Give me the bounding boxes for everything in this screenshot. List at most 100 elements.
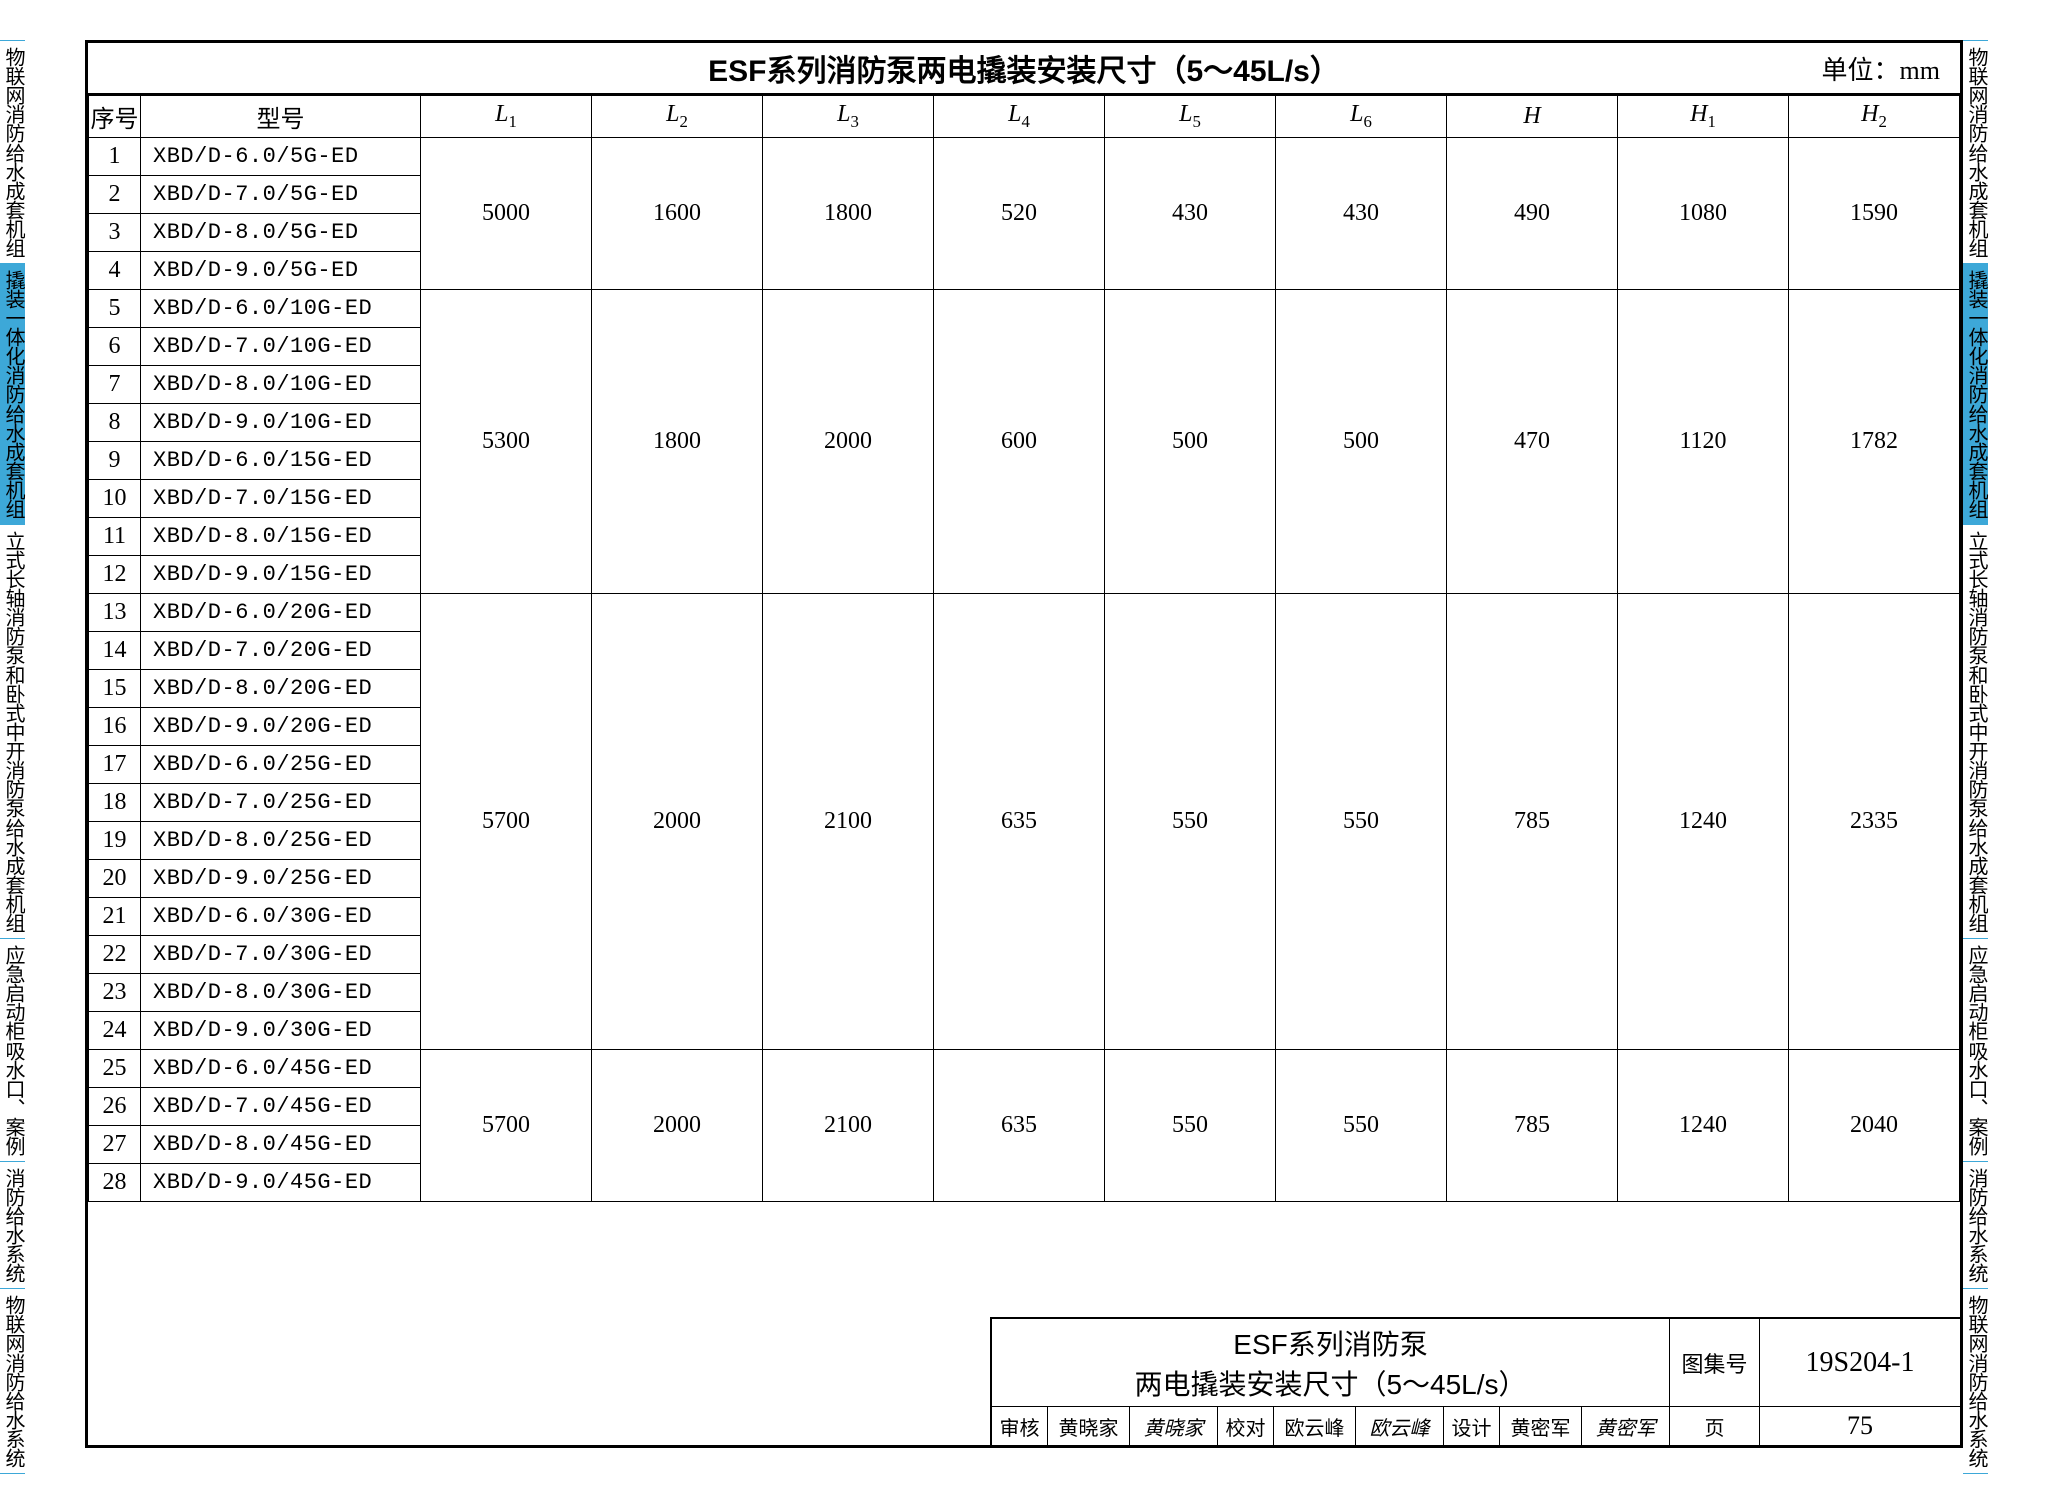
col-L4: L4 [934,96,1105,138]
section-tab[interactable]: 物联网消防给水成套机组 [1963,40,1988,263]
dimension-table: 序号 型号 L1 L2 L3 L4 L5 L6 H H1 H2 1 XBD/D-6… [88,95,1960,1202]
cell-value: 1800 [763,138,934,290]
cell-model: XBD/D-9.0/30G-ED [141,1012,421,1050]
cell-model: XBD/D-7.0/15G-ED [141,480,421,518]
cell-idx: 21 [89,898,141,936]
cell-value: 430 [1276,138,1447,290]
cell-idx: 15 [89,670,141,708]
table-row: 5XBD/D-6.0/10G-ED53001800200060050050047… [89,290,1960,328]
right-tab-strip: 物联网消防给水成套机组撬装一体化消防给水成套机组立式长轴消防泵和卧式中开消防泵给… [1963,40,2048,1474]
code-value: 19S204-1 [1760,1319,1960,1406]
title-block: ESF系列消防泵 两电撬装安装尺寸（5～45L/s） 图集号 19S204-1 … [990,1317,1960,1445]
cell-idx: 18 [89,784,141,822]
cell-idx: 4 [89,252,141,290]
cell-value: 550 [1276,594,1447,1050]
cell-value: 2040 [1789,1050,1960,1202]
cell-model: XBD/D-8.0/15G-ED [141,518,421,556]
cell-model: XBD/D-9.0/10G-ED [141,404,421,442]
section-tab[interactable]: 撬装一体化消防给水成套机组 [0,263,25,524]
cell-value: 550 [1105,594,1276,1050]
cell-value: 5700 [421,594,592,1050]
col-H: H [1447,96,1618,138]
col-H2: H2 [1789,96,1960,138]
cell-value: 2100 [763,594,934,1050]
col-H1: H1 [1618,96,1789,138]
cell-idx: 10 [89,480,141,518]
cell-value: 600 [934,290,1105,594]
cell-value: 1080 [1618,138,1789,290]
approval-name: 黄晓家 [1048,1407,1130,1445]
cell-value: 5000 [421,138,592,290]
section-tab[interactable]: 物联网消防给水成套机组 [0,40,25,263]
drawing-frame: ESF系列消防泵两电撬装安装尺寸（5～45L/s） 单位：mm 序号 型号 L1… [85,40,1963,1448]
title-row: ESF系列消防泵两电撬装安装尺寸（5～45L/s） 单位：mm [88,43,1960,95]
cell-value: 1120 [1618,290,1789,594]
cell-model: XBD/D-6.0/30G-ED [141,898,421,936]
cell-model: XBD/D-6.0/10G-ED [141,290,421,328]
cell-idx: 12 [89,556,141,594]
col-L5: L5 [1105,96,1276,138]
cell-value: 430 [1105,138,1276,290]
section-tab[interactable]: 消防给水系统 [0,1161,25,1288]
section-tab[interactable]: 撬装一体化消防给水成套机组 [1963,263,1988,524]
cell-value: 520 [934,138,1105,290]
section-tab[interactable]: 立式长轴消防泵和卧式中开消防泵给水成套机组 [1963,524,1988,938]
approval-name: 黄密军 [1500,1407,1582,1445]
cell-idx: 23 [89,974,141,1012]
section-tab[interactable]: 消防给水系统 [1963,1161,1988,1288]
cell-model: XBD/D-8.0/25G-ED [141,822,421,860]
cell-model: XBD/D-6.0/45G-ED [141,1050,421,1088]
col-model: 型号 [141,96,421,138]
approval-signature: 黄密军 [1582,1407,1670,1445]
cell-idx: 17 [89,746,141,784]
cell-model: XBD/D-9.0/5G-ED [141,252,421,290]
cell-model: XBD/D-8.0/10G-ED [141,366,421,404]
cell-value: 1600 [592,138,763,290]
cell-value: 1782 [1789,290,1960,594]
table-header-row: 序号 型号 L1 L2 L3 L4 L5 L6 H H1 H2 [89,96,1960,138]
cell-value: 785 [1447,594,1618,1050]
cell-idx: 1 [89,138,141,176]
section-tab[interactable]: 物联网消防给水系统 [0,1288,25,1474]
cell-value: 490 [1447,138,1618,290]
col-idx: 序号 [89,96,141,138]
cell-model: XBD/D-7.0/25G-ED [141,784,421,822]
approval-signature: 黄晓家 [1130,1407,1218,1445]
page-number: 75 [1760,1407,1960,1445]
cell-idx: 14 [89,632,141,670]
cell-value: 1800 [592,290,763,594]
cell-idx: 22 [89,936,141,974]
cell-model: XBD/D-9.0/45G-ED [141,1164,421,1202]
cell-idx: 27 [89,1126,141,1164]
cell-value: 1590 [1789,138,1960,290]
col-L3: L3 [763,96,934,138]
drawing-title: ESF系列消防泵 两电撬装安装尺寸（5～45L/s） [992,1319,1670,1406]
cell-value: 635 [934,594,1105,1050]
cell-idx: 5 [89,290,141,328]
cell-idx: 13 [89,594,141,632]
cell-model: XBD/D-9.0/20G-ED [141,708,421,746]
cell-model: XBD/D-8.0/45G-ED [141,1126,421,1164]
cell-model: XBD/D-7.0/45G-ED [141,1088,421,1126]
cell-idx: 24 [89,1012,141,1050]
cell-value: 5300 [421,290,592,594]
cell-model: XBD/D-7.0/30G-ED [141,936,421,974]
table-row: 25XBD/D-6.0/45G-ED5700200021006355505507… [89,1050,1960,1088]
cell-model: XBD/D-6.0/20G-ED [141,594,421,632]
col-L1: L1 [421,96,592,138]
unit-label: 单位：mm [1822,50,1940,87]
approval-role: 设计 [1444,1407,1500,1445]
cell-value: 500 [1276,290,1447,594]
section-tab[interactable]: 应急启动柜吸水口、案例 [1963,938,1988,1161]
section-tab[interactable]: 立式长轴消防泵和卧式中开消防泵给水成套机组 [0,524,25,938]
cell-idx: 25 [89,1050,141,1088]
cell-idx: 16 [89,708,141,746]
cell-idx: 2 [89,176,141,214]
section-tab[interactable]: 物联网消防给水系统 [1963,1288,1988,1474]
left-tab-strip: 物联网消防给水成套机组撬装一体化消防给水成套机组立式长轴消防泵和卧式中开消防泵给… [0,40,85,1474]
drawing-title-line2: 两电撬装安装尺寸（5～45L/s） [1134,1363,1526,1403]
cell-value: 2000 [592,594,763,1050]
approval-signature: 欧云峰 [1356,1407,1444,1445]
cell-value: 550 [1105,1050,1276,1202]
section-tab[interactable]: 应急启动柜吸水口、案例 [0,938,25,1161]
